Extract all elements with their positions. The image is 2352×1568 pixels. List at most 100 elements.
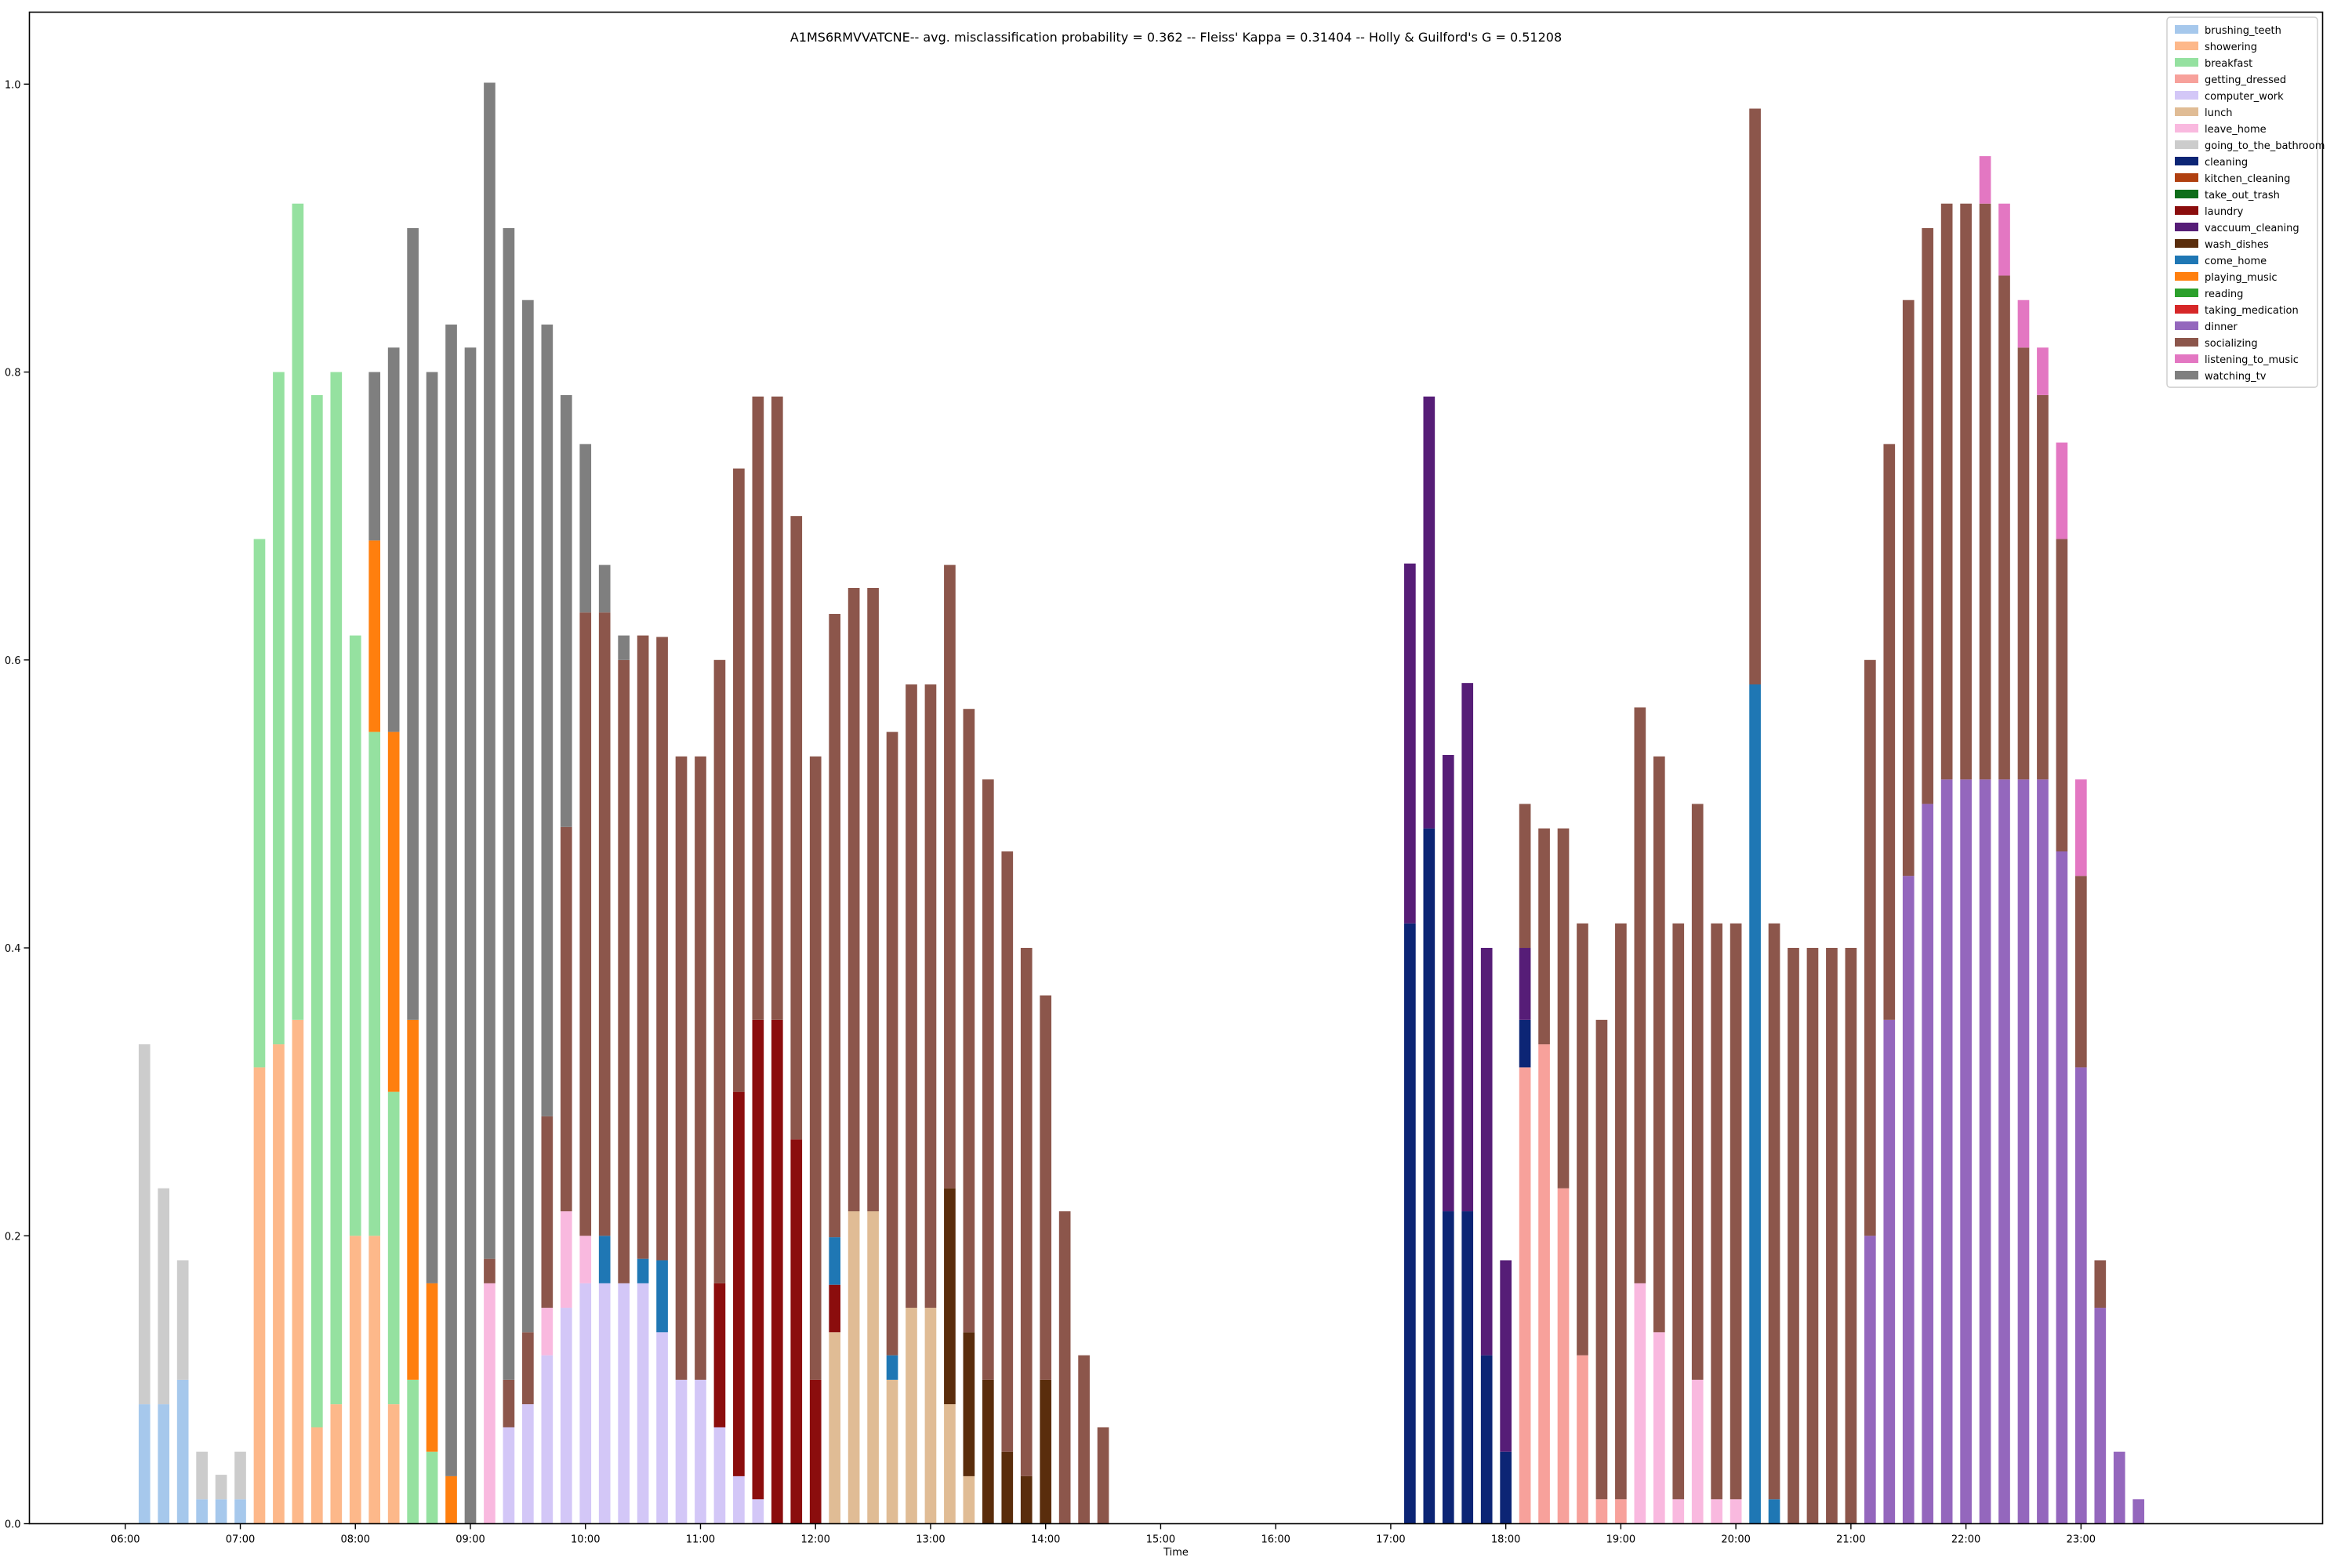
- bar-segment-socializing: [560, 826, 572, 1212]
- bar-1230: [867, 587, 879, 1524]
- legend-swatch: [2175, 157, 2198, 165]
- legend-label: kitchen_cleaning: [2205, 173, 2290, 185]
- bar-segment-dinner: [1883, 1019, 1896, 1524]
- legend-swatch: [2175, 25, 2198, 34]
- legend-item-taking_medication: taking_medication: [2175, 305, 2299, 317]
- bar-segment-brushing_teeth: [234, 1499, 246, 1524]
- legend-swatch: [2175, 91, 2198, 100]
- legend-item-laundry: laundry: [2175, 206, 2244, 218]
- bar-2120: [1883, 444, 1896, 1524]
- bar-2320: [2113, 1451, 2125, 1524]
- bar-1850: [1595, 1019, 1608, 1524]
- legend-item-cleaning: cleaning: [2175, 157, 2248, 169]
- bar-segment-socializing: [1519, 804, 1531, 949]
- bar-0830: [407, 227, 419, 1524]
- legend-item-going_to_the_bathroom: going_to_the_bathroom: [2175, 140, 2325, 152]
- bar-1750: [1480, 948, 1493, 1524]
- bar-segment-socializing: [522, 1332, 534, 1405]
- x-tick-label: 09:00: [456, 1534, 485, 1546]
- bar-1300: [924, 684, 937, 1524]
- bar-segment-vaccuum_cleaning: [1480, 948, 1493, 1356]
- legend-item-take_out_trash: take_out_trash: [2175, 190, 2280, 201]
- bar-1010: [598, 564, 611, 1524]
- bar-segment-socializing: [579, 612, 592, 1236]
- bar-segment-leave_home: [1711, 1499, 1723, 1524]
- bar-segment-cleaning: [1519, 1019, 1531, 1068]
- y-tick-label: 0.4: [5, 943, 21, 955]
- bar-segment-dinner: [1998, 779, 2010, 1524]
- bar-segment-lunch: [848, 1211, 860, 1524]
- bar-segment-brushing_teeth: [158, 1404, 170, 1524]
- bar-segment-socializing: [1040, 995, 1052, 1380]
- legend-swatch: [2175, 124, 2198, 132]
- bar-1820: [1538, 828, 1550, 1524]
- bar-segment-computer_work: [713, 1427, 726, 1524]
- bar-segment-showering: [273, 1044, 285, 1524]
- bar-0700: [234, 1451, 246, 1524]
- bar-segment-going_to_the_bathroom: [138, 1044, 151, 1405]
- legend-item-listening_to_music: listening_to_music: [2175, 354, 2299, 366]
- bar-1050: [675, 756, 688, 1524]
- bar-segment-vaccuum_cleaning: [1423, 396, 1436, 829]
- bar-1030: [637, 635, 649, 1524]
- bar-1210: [829, 614, 841, 1524]
- bar-segment-watching_tv: [368, 372, 381, 541]
- bar-segment-socializing: [1979, 203, 1991, 780]
- legend-item-watching_tv: watching_tv: [2175, 371, 2267, 383]
- bar-segment-socializing: [1826, 948, 1838, 1524]
- legend-swatch: [2175, 272, 2198, 281]
- bar-segment-lunch: [886, 1379, 898, 1524]
- bar-segment-computer_work: [675, 1379, 688, 1524]
- legend-item-playing_music: playing_music: [2175, 272, 2278, 284]
- bar-1840: [1577, 923, 1588, 1524]
- bar-1830: [1557, 828, 1570, 1524]
- legend-item-reading: reading: [2175, 289, 2243, 300]
- bar-segment-socializing: [675, 756, 688, 1380]
- bar-2040: [1806, 948, 1819, 1524]
- bar-1240: [886, 731, 898, 1524]
- bar-segment-socializing: [1730, 923, 1742, 1500]
- bar-2130: [1902, 299, 1915, 1524]
- bar-segment-socializing: [1768, 923, 1780, 1500]
- bar-segment-come_home: [1768, 1499, 1780, 1524]
- bar-segment-vaccuum_cleaning: [1461, 683, 1474, 1212]
- bar-segment-socializing: [790, 516, 803, 1140]
- x-tick-label: 12:00: [800, 1534, 829, 1546]
- legend-item-dinner: dinner: [2175, 321, 2238, 333]
- bar-0650: [215, 1475, 227, 1524]
- legend-label: reading: [2205, 289, 2243, 300]
- bar-1420: [1078, 1355, 1090, 1524]
- bar-0920: [503, 227, 515, 1524]
- legend-item-lunch: lunch: [2175, 107, 2232, 119]
- bar-segment-getting_dressed: [1519, 1067, 1531, 1524]
- bar-segment-socializing: [1749, 108, 1761, 684]
- bar-segment-computer_work: [656, 1332, 668, 1524]
- bar-segment-cleaning: [1480, 1355, 1493, 1524]
- legend-swatch: [2175, 173, 2198, 182]
- bar-segment-breakfast: [407, 1379, 419, 1524]
- x-tick-label: 18:00: [1491, 1534, 1520, 1546]
- bar-segment-showering: [349, 1236, 361, 1524]
- legend-label: watching_tv: [2205, 371, 2267, 383]
- legend-item-brushing_teeth: brushing_teeth: [2175, 25, 2281, 37]
- bar-2310: [2094, 1260, 2107, 1524]
- bar-segment-come_home: [886, 1355, 898, 1380]
- legend-label: wash_dishes: [2205, 239, 2269, 251]
- bar-1310: [944, 564, 956, 1524]
- bar-0640: [196, 1451, 208, 1524]
- bar-segment-come_home: [656, 1260, 668, 1333]
- bar-0820: [387, 347, 400, 1524]
- bar-1940: [1691, 804, 1704, 1524]
- bar-segment-listening_to_music: [2056, 442, 2068, 539]
- y-tick-label: 0.6: [5, 655, 21, 667]
- bar-1410: [1058, 1211, 1071, 1524]
- bar-2010: [1749, 108, 1761, 1524]
- bar-segment-watching_tv: [598, 564, 611, 613]
- bar-2300: [2075, 779, 2087, 1524]
- bar-segment-going_to_the_bathroom: [158, 1188, 170, 1405]
- legend-swatch: [2175, 107, 2198, 116]
- bar-segment-come_home: [637, 1258, 649, 1283]
- bar-2250: [2056, 442, 2068, 1524]
- bar-segment-computer_work: [560, 1308, 572, 1524]
- legend-label: going_to_the_bathroom: [2205, 140, 2325, 152]
